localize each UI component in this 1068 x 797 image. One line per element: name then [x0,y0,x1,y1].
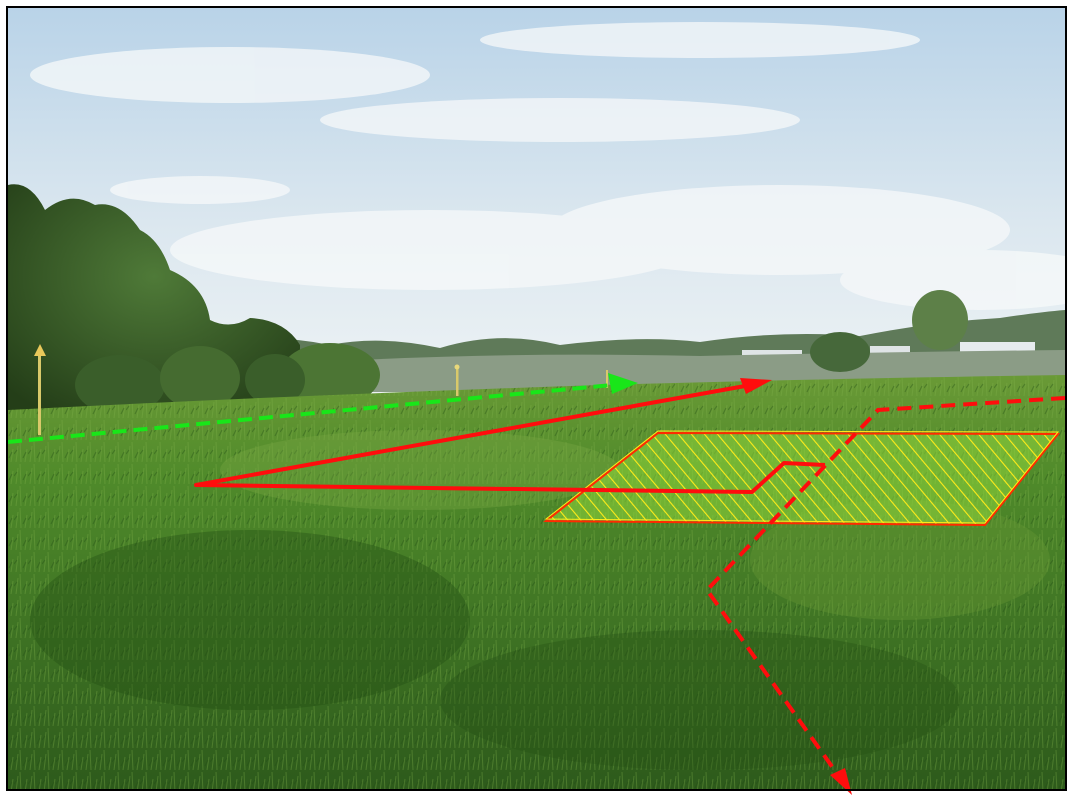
trees-left [8,184,380,415]
red-dashed-route [704,396,1066,777]
red-solid-route [194,384,826,494]
photo-frame [6,6,1067,791]
tree-right [810,290,968,372]
red-arrowhead-icon [740,378,772,394]
marker-post [606,370,608,388]
green-arrowhead-icon [608,373,638,394]
marker-post [34,344,46,435]
clouds [30,22,1068,310]
red-dashed-arrowhead-icon [830,768,852,795]
building [870,346,910,354]
green-dashed-route [7,383,613,444]
marker-post [454,364,460,396]
